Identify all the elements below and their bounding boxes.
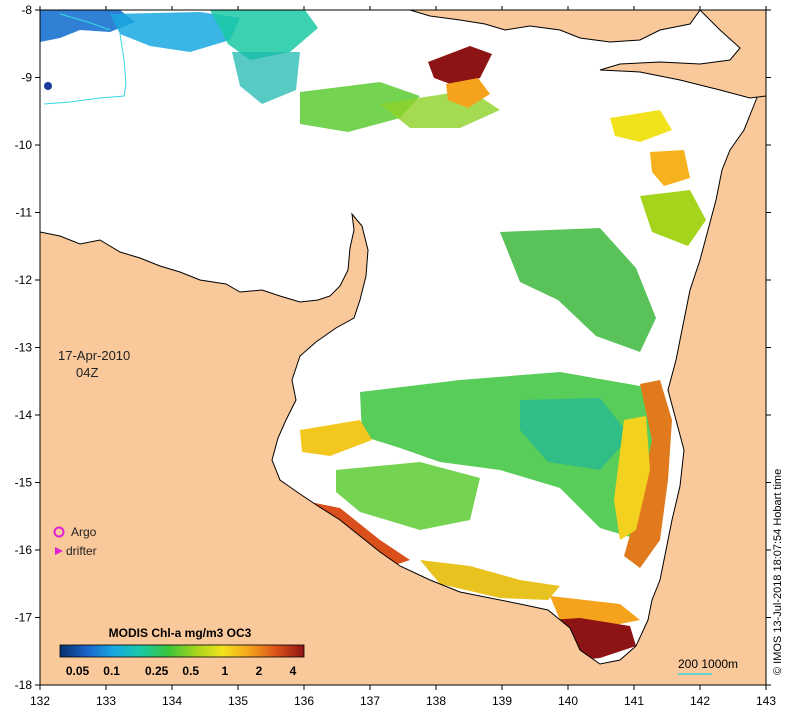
lat-tick-label: -11	[16, 206, 33, 220]
chl-patch-northwest-blue	[40, 10, 135, 42]
colorbar: MODIS Chl-a mg/m3 OC3 0.05 0.1 0.25 0.5 1 2 4	[59, 626, 305, 678]
map-layers	[40, 10, 766, 685]
land-northeast-cape	[599, 10, 766, 99]
chl-patch-east-yellow	[610, 110, 672, 142]
lat-tick-label: -16	[15, 543, 33, 557]
argo-legend-icon	[53, 526, 65, 538]
credit-text: © IMOS 13-Jul-2018 18:07:54 Hobart time	[772, 469, 784, 675]
chl-patch-north-green	[300, 82, 420, 132]
colorbar-tick-label: 4	[290, 664, 297, 678]
land-west-arnhem	[40, 69, 766, 685]
colorbar-tick-label: 2	[256, 664, 263, 678]
lon-tick-label: 142	[690, 694, 710, 708]
contour-200m	[43, 33, 127, 105]
lon-tick-label: 133	[96, 694, 116, 708]
lat-tick-label: -12	[15, 273, 33, 287]
lat-tick-label: -18	[15, 678, 33, 692]
chlorophyll-layer	[40, 10, 706, 662]
drifter-legend-label: drifter	[66, 544, 97, 558]
lon-tick-label: 140	[558, 694, 578, 708]
lat-tick-label: -17	[15, 611, 33, 625]
colorbar-tick-label: 0.5	[182, 664, 199, 678]
chl-patch-south-yellow	[420, 560, 560, 600]
argo-legend-label: Argo	[71, 525, 97, 539]
legend-markers: Argo drifter	[53, 525, 97, 558]
lat-tick-label: -13	[15, 341, 33, 355]
chl-patch-center-green	[500, 228, 656, 352]
lon-tick-label: 135	[228, 694, 248, 708]
chl-patch-west-teal	[232, 52, 300, 104]
chl-patch-north-cyan	[110, 12, 240, 52]
time-label: 04Z	[76, 365, 98, 380]
chl-patch-east-orange	[650, 150, 690, 186]
lat-tick-label: -8	[21, 3, 32, 17]
colorbar-tick-label: 0.1	[103, 664, 120, 678]
lon-tick-label: 136	[294, 694, 314, 708]
colorbar-tick-label: 0.25	[145, 664, 169, 678]
latitude-axis: -8 -9 -10 -11 -12 -13 -14 -15 -16 -17 -18	[15, 3, 771, 692]
colorbar-tick-label: 0.05	[66, 664, 90, 678]
chl-patch-gulf-teal	[520, 398, 630, 470]
lon-tick-label: 134	[162, 694, 182, 708]
colorbar-title: MODIS Chl-a mg/m3 OC3	[109, 626, 252, 640]
lat-tick-label: -14	[15, 408, 33, 422]
land-north-island	[409, 10, 701, 43]
chl-patch-northeast-orange	[446, 78, 490, 108]
argo-float-marker	[44, 82, 52, 90]
lat-tick-label: -10	[15, 138, 33, 152]
contour-1000m	[59, 13, 111, 31]
colorbar-ticks: 0.05 0.1 0.25 0.5 1 2 4	[66, 664, 297, 678]
scale-label: 200 1000m	[678, 657, 738, 671]
longitude-axis: 132 133 134 135 136 137 138 139 140 141 142 143	[30, 6, 776, 708]
land-layer	[40, 10, 766, 685]
drifter-legend-icon	[55, 547, 63, 555]
lon-tick-label: 137	[360, 694, 380, 708]
lon-tick-label: 138	[426, 694, 446, 708]
chl-patch-east-lightgreen	[640, 190, 706, 246]
lat-tick-label: -15	[15, 476, 33, 490]
lon-tick-label: 143	[756, 694, 776, 708]
date-label: 17-Apr-2010	[58, 348, 130, 363]
chl-patch-south-green	[336, 462, 480, 530]
chl-patch-north-teal	[210, 10, 318, 60]
lon-tick-label: 139	[492, 694, 512, 708]
lon-tick-label: 141	[624, 694, 644, 708]
scale-legend: 200 1000m	[678, 657, 738, 675]
chl-patch-east-coast-yellow	[614, 416, 650, 540]
bathymetry-contours	[43, 13, 127, 105]
lat-tick-label: -9	[21, 71, 32, 85]
colorbar-tick-label: 1	[222, 664, 229, 678]
chl-patch-northeast-red	[428, 46, 492, 86]
colorbar-ramp	[59, 644, 305, 658]
lon-tick-label: 132	[30, 694, 50, 708]
chl-patch-southwest-yellow	[300, 420, 372, 456]
